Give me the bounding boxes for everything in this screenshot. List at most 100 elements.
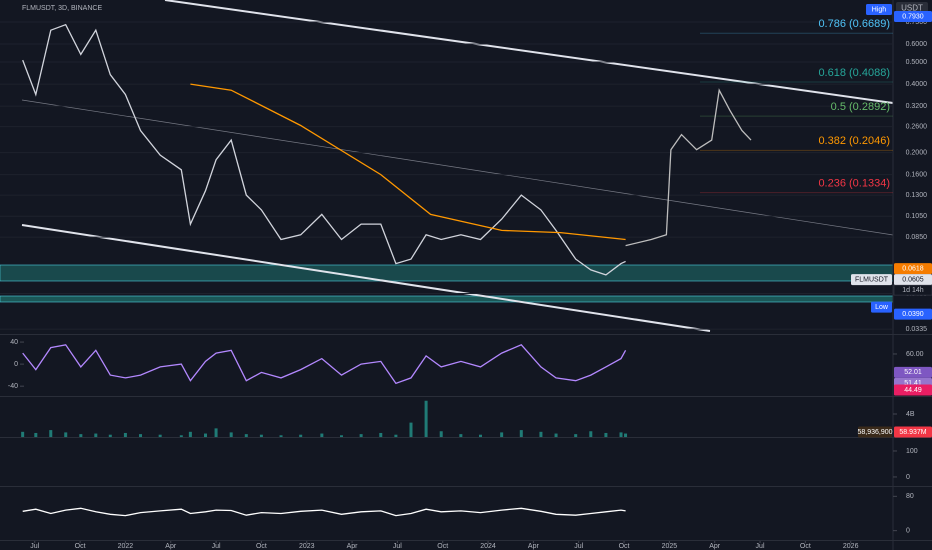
badge-tag-label: High (872, 6, 887, 13)
y-tick-label: 0.6000 (906, 41, 928, 48)
volume-bar (394, 434, 398, 437)
volume-bar (339, 435, 343, 437)
badge-tag (871, 301, 892, 313)
price-badge-label: 0.0618 (902, 265, 924, 272)
volume-bar (244, 434, 248, 437)
currency-label: USDT (901, 4, 923, 13)
y-tick-label: 0 (906, 474, 910, 481)
volume-bar (139, 434, 143, 437)
volume-bar (158, 434, 162, 437)
y-tick-label: 0.0850 (906, 234, 928, 241)
volume-bar (21, 431, 25, 437)
support-zone (0, 295, 894, 303)
volume-bar (459, 434, 463, 437)
volume-bar (203, 433, 207, 437)
fib-label: 0.5 (0.2892) (831, 101, 890, 113)
price-badge (894, 384, 932, 396)
x-tick-label: 2026 (843, 543, 859, 550)
y-tick-label: 0 (14, 361, 18, 368)
y-tick-label: 0.0335 (906, 326, 928, 333)
volume-bar (589, 431, 593, 437)
series-line (190, 83, 626, 241)
price-badge-label: 52.01 (904, 369, 922, 376)
price-badge (894, 308, 932, 320)
volume-bar (519, 430, 523, 437)
y-tick-label: 40 (10, 339, 18, 346)
x-tick-label: Apr (709, 543, 721, 550)
y-tick-label: 0.4000 (906, 81, 928, 88)
volume-bar (188, 431, 192, 437)
y-tick-label: 0.2000 (906, 149, 928, 156)
volume-bar (64, 432, 68, 437)
volume-bar (320, 433, 324, 437)
volume-bar (409, 422, 413, 437)
volume-bar (359, 434, 363, 437)
y-tick-label: 0.2600 (906, 123, 928, 130)
price-badge-label: 0.0390 (902, 311, 924, 318)
fib-label: 0.382 (0.2046) (818, 135, 890, 147)
y-tick-label: 0.3200 (906, 103, 928, 110)
channel-line (21, 224, 711, 332)
volume-bar (34, 432, 38, 437)
series-line (22, 23, 626, 276)
x-tick-label: Oct (800, 543, 811, 550)
price-badge (894, 10, 932, 22)
volume-bar (619, 432, 623, 437)
volume-bar (604, 432, 608, 437)
y-tick-label: 0.5000 (906, 59, 928, 66)
symbol-header: FLMUSDT, 3D, BINANCE (22, 5, 102, 12)
channel-line (164, 0, 894, 104)
price-badge-label: 58.937M (899, 429, 926, 436)
badge-tag-label: Low (875, 304, 889, 311)
volume-bar (624, 433, 628, 437)
volume-bar (379, 432, 383, 437)
price-badge (894, 366, 932, 378)
volume-bar (123, 432, 127, 437)
channel-mid-line (21, 99, 894, 236)
x-tick-label: 2022 (118, 543, 134, 550)
x-tick-label: Jul (212, 543, 221, 550)
x-tick-label: 2023 (299, 543, 315, 550)
y-tick-label: 60.00 (906, 351, 924, 358)
price-badge-label: 0.0605 (902, 276, 924, 283)
x-tick-label: 2024 (480, 543, 496, 550)
volume-bar (179, 435, 183, 437)
price-badge (858, 426, 892, 438)
price-badge-label: 44.49 (904, 387, 922, 394)
price-badge (894, 263, 932, 275)
volume-bar (500, 432, 504, 437)
volume-bar (94, 433, 98, 437)
volume-bar (554, 433, 558, 437)
x-tick-label: Jul (574, 543, 583, 550)
badge-sub (893, 284, 932, 296)
y-tick-label: 0.7500 (906, 19, 928, 26)
x-tick-label: Apr (347, 543, 359, 550)
volume-bar (108, 434, 112, 437)
x-tick-label: Apr (528, 543, 540, 550)
volume-bar (49, 430, 53, 437)
x-tick-label: Apr (165, 543, 177, 550)
volume-bar (214, 428, 218, 437)
y-tick-label: 100 (906, 448, 918, 455)
badge-tag-label: FLMUSDT (855, 276, 889, 283)
series-line (22, 507, 626, 517)
volume-bar (229, 432, 233, 437)
support-zone (0, 264, 894, 282)
y-tick-label: 0.1300 (906, 192, 928, 199)
price-badge-label: 51.41 (904, 380, 922, 387)
volume-bar (478, 434, 482, 437)
price-badge (894, 426, 932, 438)
y-tick-label: 0.1600 (906, 171, 928, 178)
volume-bar (439, 431, 443, 437)
y-tick-label: -40 (8, 383, 18, 390)
badge-tag (851, 274, 892, 286)
y-tick-label: 0.1050 (906, 213, 928, 220)
x-tick-label: Jul (30, 543, 39, 550)
x-tick-label: Oct (619, 543, 630, 550)
y-tick-label: 0 (906, 527, 910, 534)
badge-tag (866, 3, 892, 15)
volume-bar (279, 435, 283, 437)
volume-bar (259, 434, 263, 437)
